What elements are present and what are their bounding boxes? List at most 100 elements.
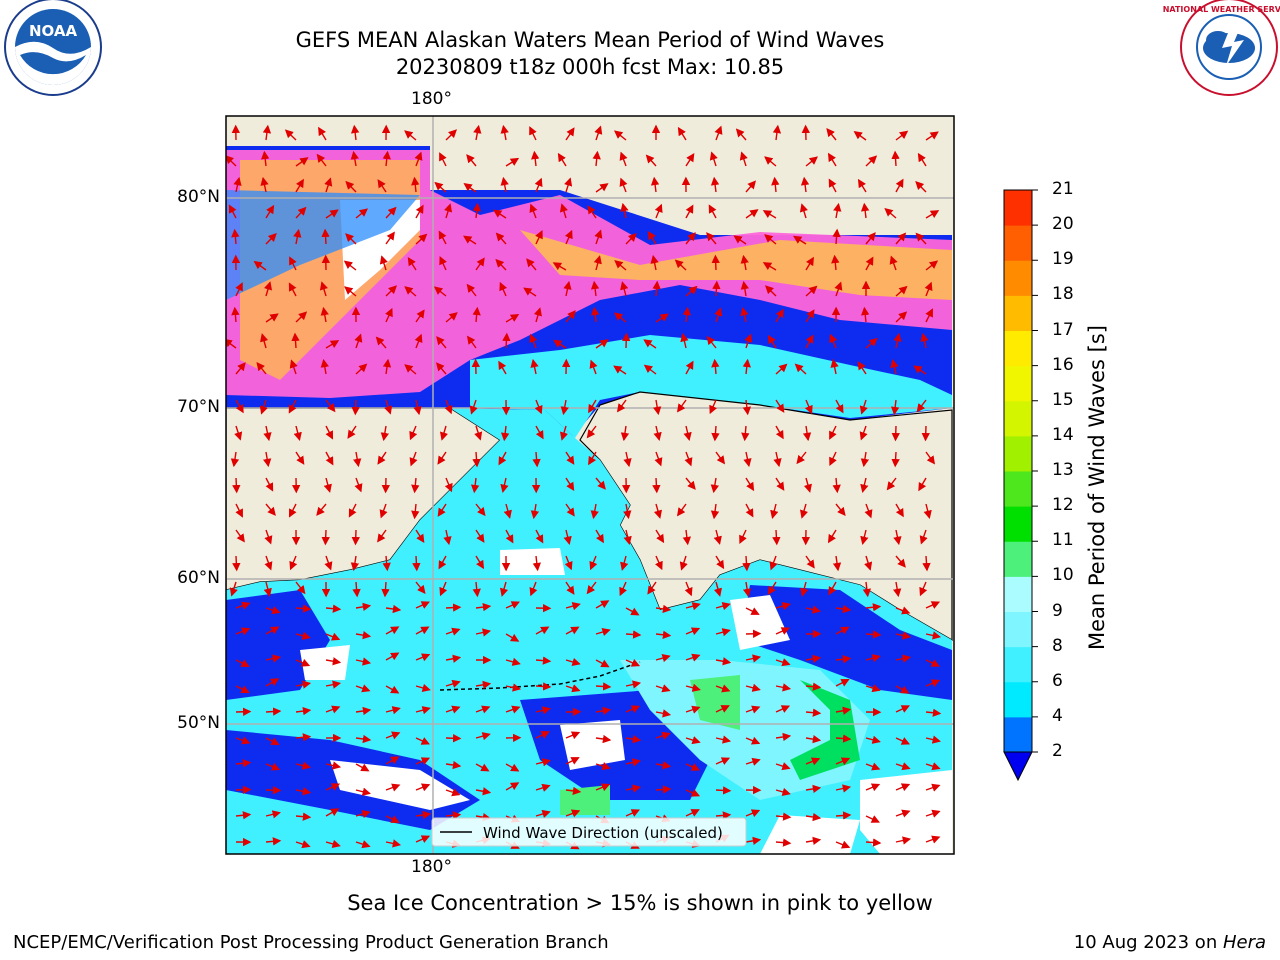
wind-arrow	[565, 451, 575, 465]
wind-arrow	[463, 235, 477, 245]
wind-arrow	[529, 333, 538, 349]
wind-arrow	[829, 333, 838, 349]
wind-arrow	[655, 313, 669, 323]
wind-arrow	[325, 761, 342, 770]
colorbar-extend-triangle	[1003, 751, 1033, 782]
wind-arrow	[325, 680, 342, 689]
wind-arrow	[260, 333, 269, 349]
wind-arrow	[475, 628, 492, 637]
wind-arrow	[444, 477, 453, 493]
wind-arrow	[475, 529, 485, 543]
wind-arrow	[265, 678, 280, 687]
wind-arrow	[925, 601, 941, 609]
wind-arrow	[890, 399, 900, 416]
wind-arrow	[235, 811, 252, 820]
wind-arrow	[344, 286, 357, 297]
wind-arrow	[775, 812, 792, 821]
wind-arrow	[805, 654, 822, 663]
wind-arrow	[655, 709, 672, 718]
wind-arrow	[620, 202, 629, 219]
wind-arrow	[564, 177, 573, 193]
wind-arrow	[325, 340, 340, 349]
colorbar-tick-label: 2	[1052, 741, 1063, 761]
wind-arrow	[733, 235, 747, 245]
noaa-logo: NOAA	[4, 0, 102, 96]
sea-ice-orange-east	[520, 230, 952, 300]
colorbar-tick-label: 14	[1052, 424, 1074, 445]
wind-arrow	[415, 653, 431, 662]
wind-arrow	[235, 659, 250, 667]
colorbar-tick-label: 12	[1052, 495, 1074, 516]
wind-arrow	[565, 581, 575, 595]
wind-arrow	[295, 604, 312, 613]
wind-arrow	[463, 182, 477, 193]
wind-arrow	[530, 358, 539, 375]
wind-arrow	[715, 757, 731, 765]
wind-arrow	[643, 364, 657, 375]
wind-arrow	[595, 783, 611, 792]
sea-ice-note: Sea Ice Concentration > 15% is shown in …	[347, 891, 933, 915]
wind-arrow	[535, 425, 544, 440]
wind-arrow	[385, 604, 402, 614]
wind-arrow	[588, 451, 597, 466]
wind-arrow	[295, 311, 308, 323]
wind-arrow	[589, 555, 598, 571]
wind-arrow	[924, 281, 933, 297]
noaa-logo-text: NOAA	[29, 22, 78, 40]
wind-arrow	[859, 425, 868, 441]
wind-arrow	[235, 282, 243, 297]
wind-arrow	[500, 176, 509, 193]
lat-label-60: 60°N	[177, 568, 220, 588]
wind-arrow	[291, 332, 300, 349]
wind-arrow	[614, 130, 627, 141]
wind-arrow	[380, 425, 389, 442]
wind-arrow	[685, 705, 701, 714]
colorbar-tick-label: 8	[1052, 635, 1063, 656]
wind-arrow	[895, 762, 911, 771]
wind-arrow	[861, 306, 870, 323]
wind-arrow	[235, 627, 251, 636]
wind-arrow	[295, 631, 311, 640]
wind-arrow	[895, 503, 904, 518]
wind-arrow	[493, 209, 507, 219]
wind-arrow	[616, 399, 627, 413]
wind-arrow	[715, 705, 730, 713]
colorbar-segment	[1004, 541, 1032, 577]
wind-arrow	[535, 758, 551, 767]
wind-arrow	[502, 332, 511, 349]
wind-arrow	[595, 477, 606, 490]
wind-arrow	[495, 232, 507, 245]
wind-arrow	[564, 555, 573, 571]
wind-arrow	[655, 555, 663, 571]
wind-arrow	[775, 838, 792, 847]
wind-arrow	[765, 285, 777, 297]
wind-arrow	[619, 581, 627, 597]
wind-arrow	[293, 425, 302, 441]
wind-arrow	[652, 477, 661, 494]
wind-arrow	[535, 731, 550, 739]
wind-arrow	[411, 503, 420, 520]
wind-arrow	[683, 425, 692, 441]
wind-arrow	[740, 280, 749, 297]
wind-arrow	[565, 786, 582, 796]
wind-arrow	[385, 652, 400, 661]
wind-arrow	[534, 177, 543, 193]
wind-arrow	[745, 654, 762, 663]
wind-arrow	[891, 451, 900, 468]
wind-arrow	[685, 232, 696, 245]
wind-arrow	[385, 706, 401, 715]
wind-arrow	[891, 150, 900, 167]
wind-arrow	[799, 203, 808, 219]
wind-arrow	[835, 757, 851, 766]
colorbar-tick-label: 19	[1052, 249, 1074, 270]
wind-arrow	[415, 601, 430, 609]
wind-arrow	[857, 178, 867, 193]
wind-arrow	[895, 836, 912, 845]
wind-arrow	[742, 555, 751, 572]
wind-arrow	[350, 150, 359, 167]
wind-arrow	[407, 257, 417, 271]
wind-arrow	[535, 809, 551, 818]
wind-arrow	[289, 359, 298, 375]
wind-arrow	[860, 202, 870, 219]
wind-arrow	[715, 657, 732, 666]
